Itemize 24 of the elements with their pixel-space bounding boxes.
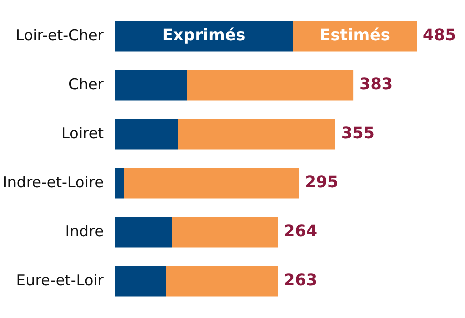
bar: [114, 217, 172, 248]
series-label: Estimés: [320, 26, 390, 45]
y-tick-label: Cher: [68, 75, 105, 94]
annotation: 264: [284, 222, 318, 241]
bar: [187, 70, 354, 101]
bar: [172, 217, 278, 248]
y-tick-label: Indre-et-Loire: [2, 173, 104, 192]
annotation: 295: [305, 172, 339, 192]
bar: [166, 266, 278, 297]
bar: [124, 168, 300, 199]
bar: [114, 168, 124, 199]
y-tick-label: Loiret: [62, 124, 104, 142]
bar: [178, 119, 336, 150]
y-tick-label: Loir-et-Cher: [16, 26, 105, 44]
bar: [114, 266, 166, 297]
bar: [114, 70, 188, 101]
series-label: Exprimés: [162, 26, 246, 45]
y-tick-label: Indre: [65, 222, 104, 240]
annotation: 263: [284, 270, 318, 290]
annotation: 485: [423, 26, 456, 45]
annotation: 383: [360, 74, 393, 94]
y-tick-label: Eure-et-Loir: [16, 271, 105, 290]
annotation: 355: [341, 124, 375, 143]
bar: [114, 119, 178, 150]
